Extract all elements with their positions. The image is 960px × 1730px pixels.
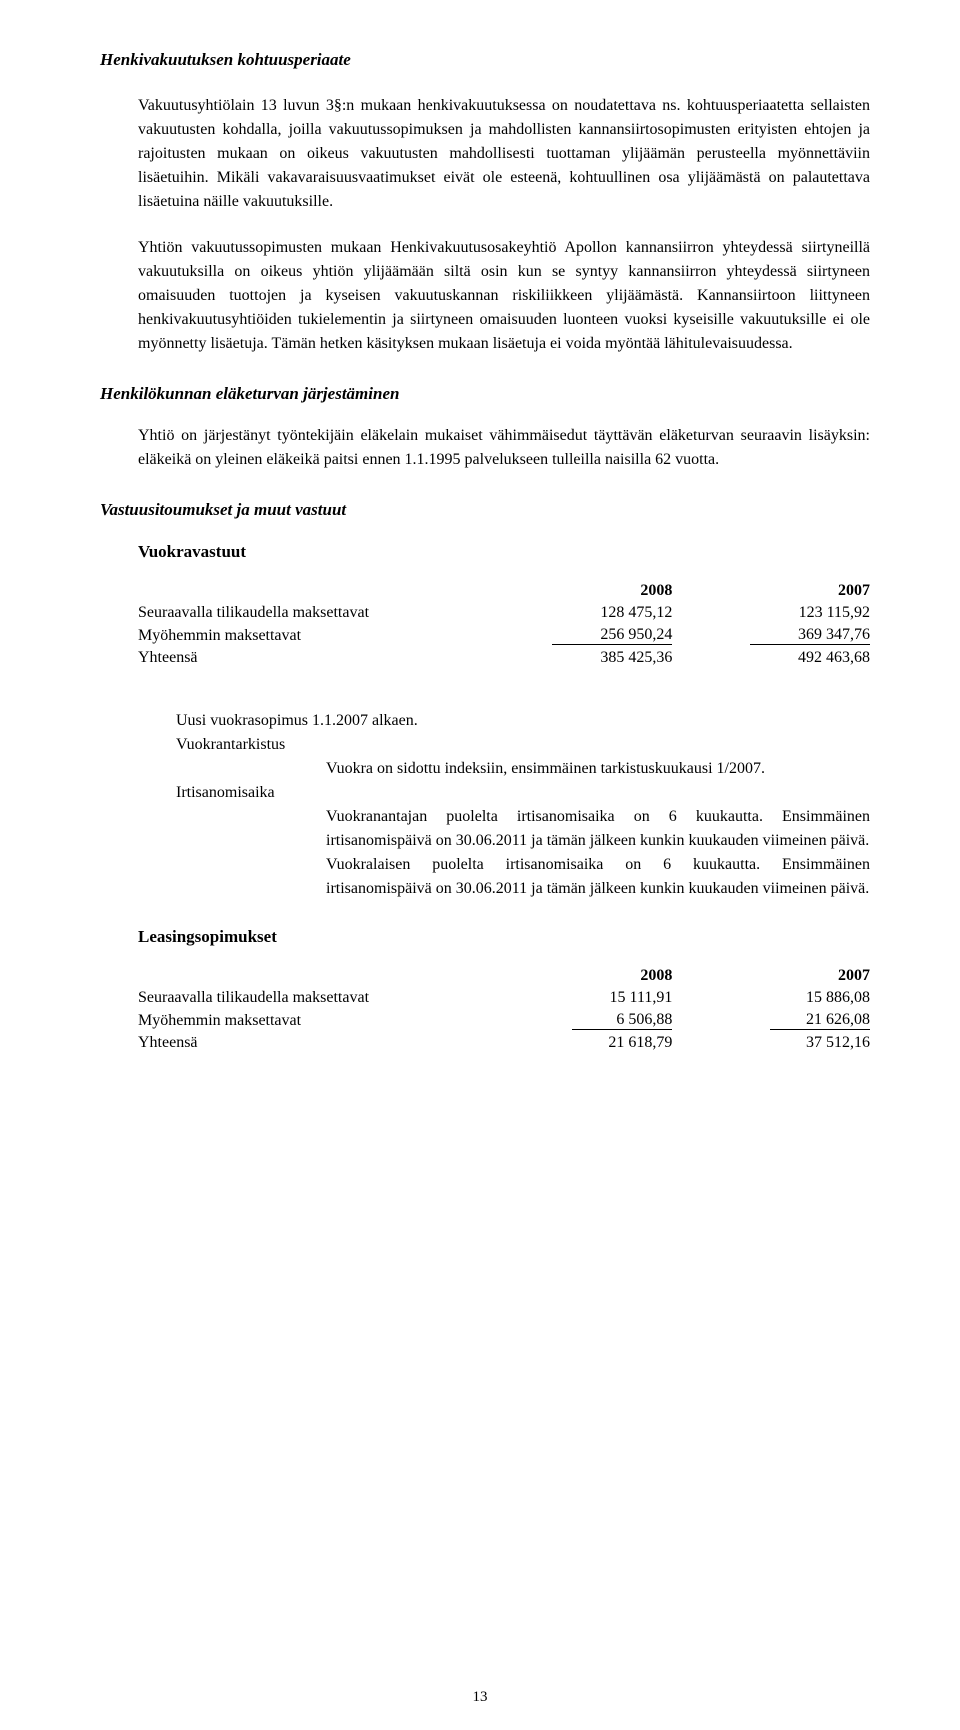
cell: 15 111,91 bbox=[475, 987, 673, 1009]
lease-info: Uusi vuokrasopimus 1.1.2007 alkaen. Vuok… bbox=[176, 709, 870, 901]
heading-vastuut: Vastuusitoumukset ja muut vastuut bbox=[100, 500, 870, 520]
section-vastuut: Vuokravastuut 2008 2007 Seuraavalla tili… bbox=[138, 542, 870, 1054]
lease-text: Vuokra on sidottu indeksiin, ensimmäinen… bbox=[326, 757, 870, 781]
cell: 15 886,08 bbox=[672, 987, 870, 1009]
table-row: Myöhemmin maksettavat 6 506,88 21 626,08 bbox=[138, 1009, 870, 1032]
cell: 37 512,16 bbox=[672, 1032, 870, 1054]
year-col-1: 2008 bbox=[640, 967, 672, 984]
section-kohtuus: Vakuutusyhtiölain 13 luvun 3§:n mukaan h… bbox=[138, 94, 870, 356]
table-row: Yhteensä 21 618,79 37 512,16 bbox=[138, 1032, 870, 1054]
heading-kohtuusperiaate: Henkivakuutuksen kohtuusperiaate bbox=[100, 50, 870, 70]
table-row: Seuraavalla tilikaudella maksettavat 128… bbox=[138, 602, 870, 624]
table-header-row: 2008 2007 bbox=[138, 580, 870, 602]
paragraph: Yhtiö on järjestänyt työntekijäin eläkel… bbox=[138, 424, 870, 472]
paragraph: Yhtiön vakuutussopimusten mukaan Henkiva… bbox=[138, 236, 870, 356]
table-row: Seuraavalla tilikaudella maksettavat 15 … bbox=[138, 987, 870, 1009]
row-label: Myöhemmin maksettavat bbox=[138, 1009, 475, 1032]
cell: 128 475,12 bbox=[475, 602, 673, 624]
paragraph: Vakuutusyhtiölain 13 luvun 3§:n mukaan h… bbox=[138, 94, 870, 214]
table-leasing: 2008 2007 Seuraavalla tilikaudella makse… bbox=[138, 965, 870, 1054]
cell-underline: 256 950,24 bbox=[552, 626, 672, 645]
heading-elaketurva: Henkilökunnan eläketurvan järjestäminen bbox=[100, 384, 870, 404]
table-header-row: 2008 2007 bbox=[138, 965, 870, 987]
cell-underline: 21 626,08 bbox=[770, 1011, 870, 1030]
section-elaketurva: Yhtiö on järjestänyt työntekijäin eläkel… bbox=[138, 424, 870, 472]
cell: 492 463,68 bbox=[672, 647, 870, 669]
row-label: Yhteensä bbox=[138, 647, 475, 669]
cell: 123 115,92 bbox=[672, 602, 870, 624]
table-vuokravastuut: 2008 2007 Seuraavalla tilikaudella makse… bbox=[138, 580, 870, 669]
year-col-2: 2007 bbox=[838, 967, 870, 984]
cell-underline: 6 506,88 bbox=[572, 1011, 672, 1030]
year-col-2: 2007 bbox=[838, 582, 870, 599]
lease-label-irtisanomisaika: Irtisanomisaika bbox=[176, 781, 870, 805]
lease-text: Vuokranantajan puolelta irtisanomisaika … bbox=[326, 805, 870, 853]
table-row: Myöhemmin maksettavat 256 950,24 369 347… bbox=[138, 624, 870, 647]
cell: 385 425,36 bbox=[475, 647, 673, 669]
lease-intro: Uusi vuokrasopimus 1.1.2007 alkaen. bbox=[176, 709, 870, 733]
subheading-vuokravastuut: Vuokravastuut bbox=[138, 542, 870, 562]
year-col-1: 2008 bbox=[640, 582, 672, 599]
page-number: 13 bbox=[473, 1689, 488, 1706]
lease-label-vuokrantarkistus: Vuokrantarkistus bbox=[176, 733, 870, 757]
row-label: Seuraavalla tilikaudella maksettavat bbox=[138, 987, 475, 1009]
lease-text: Vuokralaisen puolelta irtisanomisaika on… bbox=[326, 853, 870, 901]
row-label: Yhteensä bbox=[138, 1032, 475, 1054]
cell-underline: 369 347,76 bbox=[750, 626, 870, 645]
table-row: Yhteensä 385 425,36 492 463,68 bbox=[138, 647, 870, 669]
row-label: Myöhemmin maksettavat bbox=[138, 624, 475, 647]
page: Henkivakuutuksen kohtuusperiaate Vakuutu… bbox=[0, 0, 960, 1730]
row-label: Seuraavalla tilikaudella maksettavat bbox=[138, 602, 475, 624]
cell: 21 618,79 bbox=[475, 1032, 673, 1054]
subheading-leasing: Leasingsopimukset bbox=[138, 927, 870, 947]
